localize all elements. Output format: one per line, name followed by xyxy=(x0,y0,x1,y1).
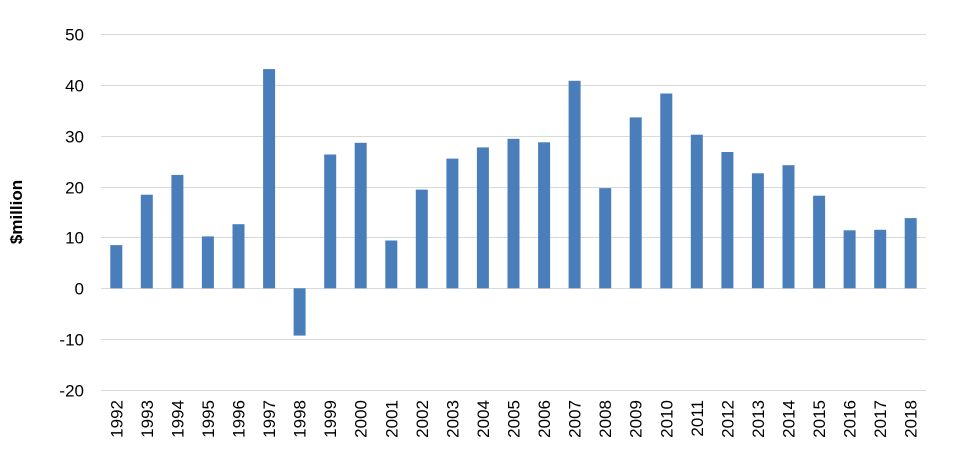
bar-2006 xyxy=(538,142,551,289)
x-tick-label: 2015 xyxy=(810,400,829,438)
bar-2018 xyxy=(904,218,917,289)
bar-1995 xyxy=(201,236,214,289)
y-tick-label: 0 xyxy=(75,280,84,299)
bar-2004 xyxy=(476,147,489,289)
x-tick-label: 2002 xyxy=(413,400,432,438)
x-tick-label: 2011 xyxy=(688,400,707,437)
bar-2008 xyxy=(599,188,612,289)
bar-2011 xyxy=(690,134,703,289)
bar-1999 xyxy=(324,154,337,289)
x-tick-label: 2013 xyxy=(749,400,768,438)
bar-1993 xyxy=(140,194,153,289)
y-axis-title: $million xyxy=(7,180,26,244)
y-tick-label: 20 xyxy=(65,179,84,198)
bar-2001 xyxy=(385,240,398,289)
y-tick-label: -20 xyxy=(59,382,84,401)
x-tick-label: 2003 xyxy=(443,400,462,438)
x-tick-label: 2000 xyxy=(352,400,371,438)
x-tick-label: 2009 xyxy=(627,400,646,438)
bar-2009 xyxy=(629,117,642,289)
y-axis-ticks: -20 -10 0 10 20 30 40 50 xyxy=(59,26,84,401)
x-tick-label: 2012 xyxy=(718,400,737,438)
bar-1998 xyxy=(293,288,306,336)
bar-2000 xyxy=(354,142,367,289)
x-tick-label: 2005 xyxy=(505,400,524,438)
x-tick-label: 2006 xyxy=(535,400,554,438)
x-tick-label: 2016 xyxy=(841,400,860,438)
bar-1992 xyxy=(110,245,123,289)
x-tick-label: 1999 xyxy=(321,400,340,438)
bar-2010 xyxy=(660,93,673,289)
bar-2003 xyxy=(446,158,459,289)
x-tick-label: 1993 xyxy=(138,400,157,438)
bar-2005 xyxy=(507,138,520,289)
x-tick-label: 2001 xyxy=(382,400,401,438)
x-tick-label: 2007 xyxy=(566,400,585,438)
bar-1996 xyxy=(232,224,245,289)
x-tick-label: 1994 xyxy=(168,400,187,438)
x-tick-label: 2014 xyxy=(780,400,799,438)
x-tick-label: 2017 xyxy=(871,400,890,438)
x-tick-label: 1992 xyxy=(107,400,126,438)
bar-2014 xyxy=(782,165,795,289)
x-axis-ticks: 1992 1993 1994 1995 1996 1997 1998 1999 2000 2001… xyxy=(107,400,920,438)
bar-2017 xyxy=(874,229,887,289)
y-tick-label: 40 xyxy=(65,77,84,96)
bar-1994 xyxy=(171,174,184,289)
bar-2015 xyxy=(813,195,826,289)
bar-2016 xyxy=(843,230,856,289)
x-tick-label: 1997 xyxy=(260,400,279,438)
bar-2013 xyxy=(751,173,764,289)
x-tick-label: 1998 xyxy=(291,400,310,438)
bars xyxy=(110,69,917,336)
y-tick-label: 30 xyxy=(65,128,84,147)
y-tick-label: -10 xyxy=(59,331,84,350)
x-tick-label: 2018 xyxy=(902,400,921,438)
bar-1997 xyxy=(263,69,276,289)
x-tick-label: 2004 xyxy=(474,400,493,438)
x-tick-label: 2008 xyxy=(596,400,615,438)
x-tick-label: 1995 xyxy=(199,400,218,438)
bar-2012 xyxy=(721,152,734,289)
x-tick-label: 1996 xyxy=(230,400,249,438)
x-tick-label: 2010 xyxy=(657,400,676,438)
bar-2007 xyxy=(568,80,581,289)
bar-2002 xyxy=(415,189,428,289)
y-tick-label: 10 xyxy=(65,229,84,248)
y-tick-label: 50 xyxy=(65,26,84,45)
